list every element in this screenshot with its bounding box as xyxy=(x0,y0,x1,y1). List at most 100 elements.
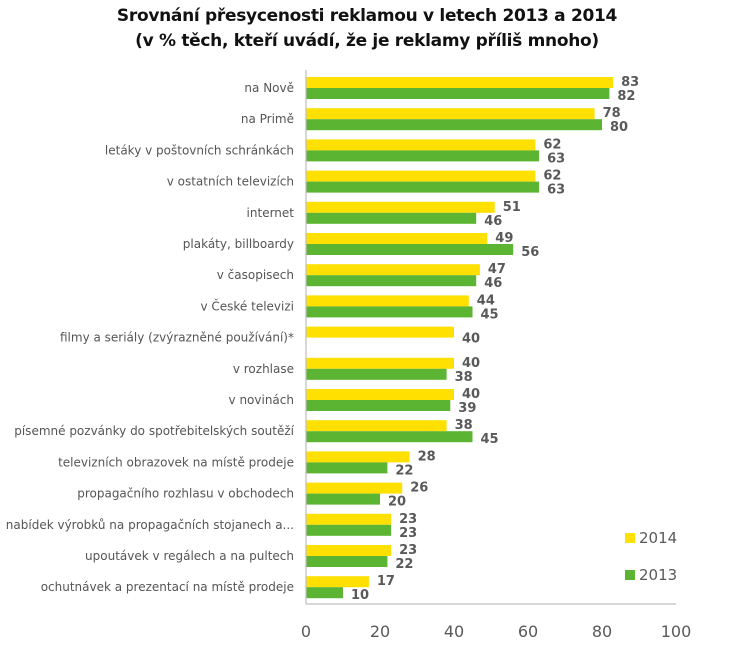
data-label-2013: 63 xyxy=(547,151,565,166)
legend-label-2013: 2013 xyxy=(639,566,677,584)
data-labels-group: 8382788062636263514649564746444540403840… xyxy=(351,75,639,603)
category-label: v ostatních televizích xyxy=(167,175,294,189)
category-label: v novinách xyxy=(229,393,294,407)
bar-2013 xyxy=(306,150,540,162)
category-label: ochutnávek a prezentací na místě prodeje xyxy=(41,580,294,594)
bar-2013 xyxy=(306,275,477,287)
legend: 2014 2013 xyxy=(625,529,677,584)
category-label: v rozhlase xyxy=(233,362,294,376)
data-label-2014: 44 xyxy=(477,293,495,308)
bar-2014 xyxy=(306,326,454,338)
bar-2014 xyxy=(306,170,536,182)
data-label-2014: 78 xyxy=(603,106,621,121)
data-label-2014: 17 xyxy=(377,574,395,589)
bar-2014 xyxy=(306,139,536,151)
bar-2013 xyxy=(306,493,380,505)
data-label-2013: 46 xyxy=(484,214,502,229)
category-label: v České televizi xyxy=(200,298,294,313)
bar-2013 xyxy=(306,400,451,411)
data-label-2013: 82 xyxy=(617,89,635,104)
bar-2013 xyxy=(306,212,477,224)
data-label-2013: 56 xyxy=(521,245,539,260)
category-label: internet xyxy=(247,206,295,220)
bar-2014 xyxy=(306,77,614,88)
bar-2013 xyxy=(306,306,473,318)
bar-2014 xyxy=(306,264,480,276)
axes-group: 0 20 40 60 80 100 xyxy=(301,70,691,641)
data-label-2014: 28 xyxy=(418,449,436,464)
data-label-2013: 23 xyxy=(399,526,417,541)
bar-2014 xyxy=(306,389,454,400)
bar-2013 xyxy=(306,431,473,443)
data-label-2014: 23 xyxy=(399,512,417,527)
chart-subtitle: (v % těch, kteří uvádí, že je reklamy př… xyxy=(135,31,599,51)
category-label: propagačního rozhlasu v obchodech xyxy=(77,487,294,501)
data-label-2014: 38 xyxy=(455,418,473,433)
data-label-2013: 22 xyxy=(395,463,413,478)
category-label: v časopisech xyxy=(217,268,294,282)
category-label: plakáty, billboardy xyxy=(183,237,294,251)
category-labels-group: na Nově na Primě letáky v poštovních schrá… xyxy=(6,81,295,594)
legend-swatch-2013 xyxy=(625,570,635,580)
category-label: písemné pozvánky do spotřebitelských sou… xyxy=(14,424,294,438)
bar-2013 xyxy=(306,587,343,599)
chart-title: Srovnání přesycenosti reklamou v letech … xyxy=(116,6,618,26)
bar-2013 xyxy=(306,88,610,99)
data-label-2014: 40 xyxy=(462,387,480,402)
data-label-2013: 45 xyxy=(481,432,499,447)
bar-2013 xyxy=(306,368,447,380)
data-label-2014: 62 xyxy=(543,137,561,152)
bar-2013 xyxy=(306,244,514,255)
legend-label-2014: 2014 xyxy=(639,529,677,547)
bar-2014 xyxy=(306,545,392,556)
bar-2014 xyxy=(306,201,495,213)
data-label-2013: 46 xyxy=(484,276,502,291)
data-label-2014: 40 xyxy=(462,356,480,371)
bar-2014 xyxy=(306,357,454,369)
data-label-2013: 38 xyxy=(455,370,473,385)
bar-2013 xyxy=(306,119,602,131)
data-label-2014: 26 xyxy=(410,481,428,496)
data-label-2014: 47 xyxy=(488,262,506,277)
category-label: televizních obrazovek na místě prodeje xyxy=(58,455,294,469)
bar-2014 xyxy=(306,108,595,120)
bar-2014 xyxy=(306,513,392,525)
data-label-2014: 83 xyxy=(621,75,639,90)
category-label: letáky v poštovních schránkách xyxy=(105,143,294,157)
x-tick-label: 20 xyxy=(370,622,390,641)
category-label: filmy a seriály (zvýrazněné používání)* xyxy=(60,331,294,345)
x-tick-label: 60 xyxy=(518,622,538,641)
bar-2013 xyxy=(306,556,388,567)
data-label-2014: 49 xyxy=(495,231,513,246)
bar-2014 xyxy=(306,576,369,588)
bar-2014 xyxy=(306,451,410,463)
data-label-2013: 45 xyxy=(481,307,499,322)
bar-2013 xyxy=(306,181,540,193)
category-label: na Primě xyxy=(241,112,294,126)
category-label: nabídek výrobků na propagačních stojanec… xyxy=(6,518,294,532)
legend-swatch-2014 xyxy=(625,533,635,543)
bar-2014 xyxy=(306,482,403,494)
data-label-2013: 63 xyxy=(547,183,565,198)
data-label-2014: 23 xyxy=(399,543,417,558)
data-label-2014: 51 xyxy=(503,200,521,215)
bar-2013 xyxy=(306,462,388,474)
data-label-2014: 40 xyxy=(462,332,480,347)
data-label-2013: 10 xyxy=(351,588,369,603)
data-label-2013: 22 xyxy=(395,557,413,572)
bars-group xyxy=(306,77,614,599)
bar-2014 xyxy=(306,233,488,244)
category-label: na Nově xyxy=(244,81,294,95)
bar-2014 xyxy=(306,420,447,432)
x-tick-label: 100 xyxy=(661,622,692,641)
x-tick-label: 40 xyxy=(444,622,464,641)
data-label-2013: 20 xyxy=(388,495,406,510)
bar-2014 xyxy=(306,295,469,307)
data-label-2014: 62 xyxy=(543,169,561,184)
category-label: upoutávek v regálech a na pultech xyxy=(85,549,294,563)
x-tick-label: 0 xyxy=(301,622,311,641)
data-label-2013: 80 xyxy=(610,120,628,135)
data-label-2013: 39 xyxy=(458,401,476,416)
x-tick-label: 80 xyxy=(592,622,612,641)
